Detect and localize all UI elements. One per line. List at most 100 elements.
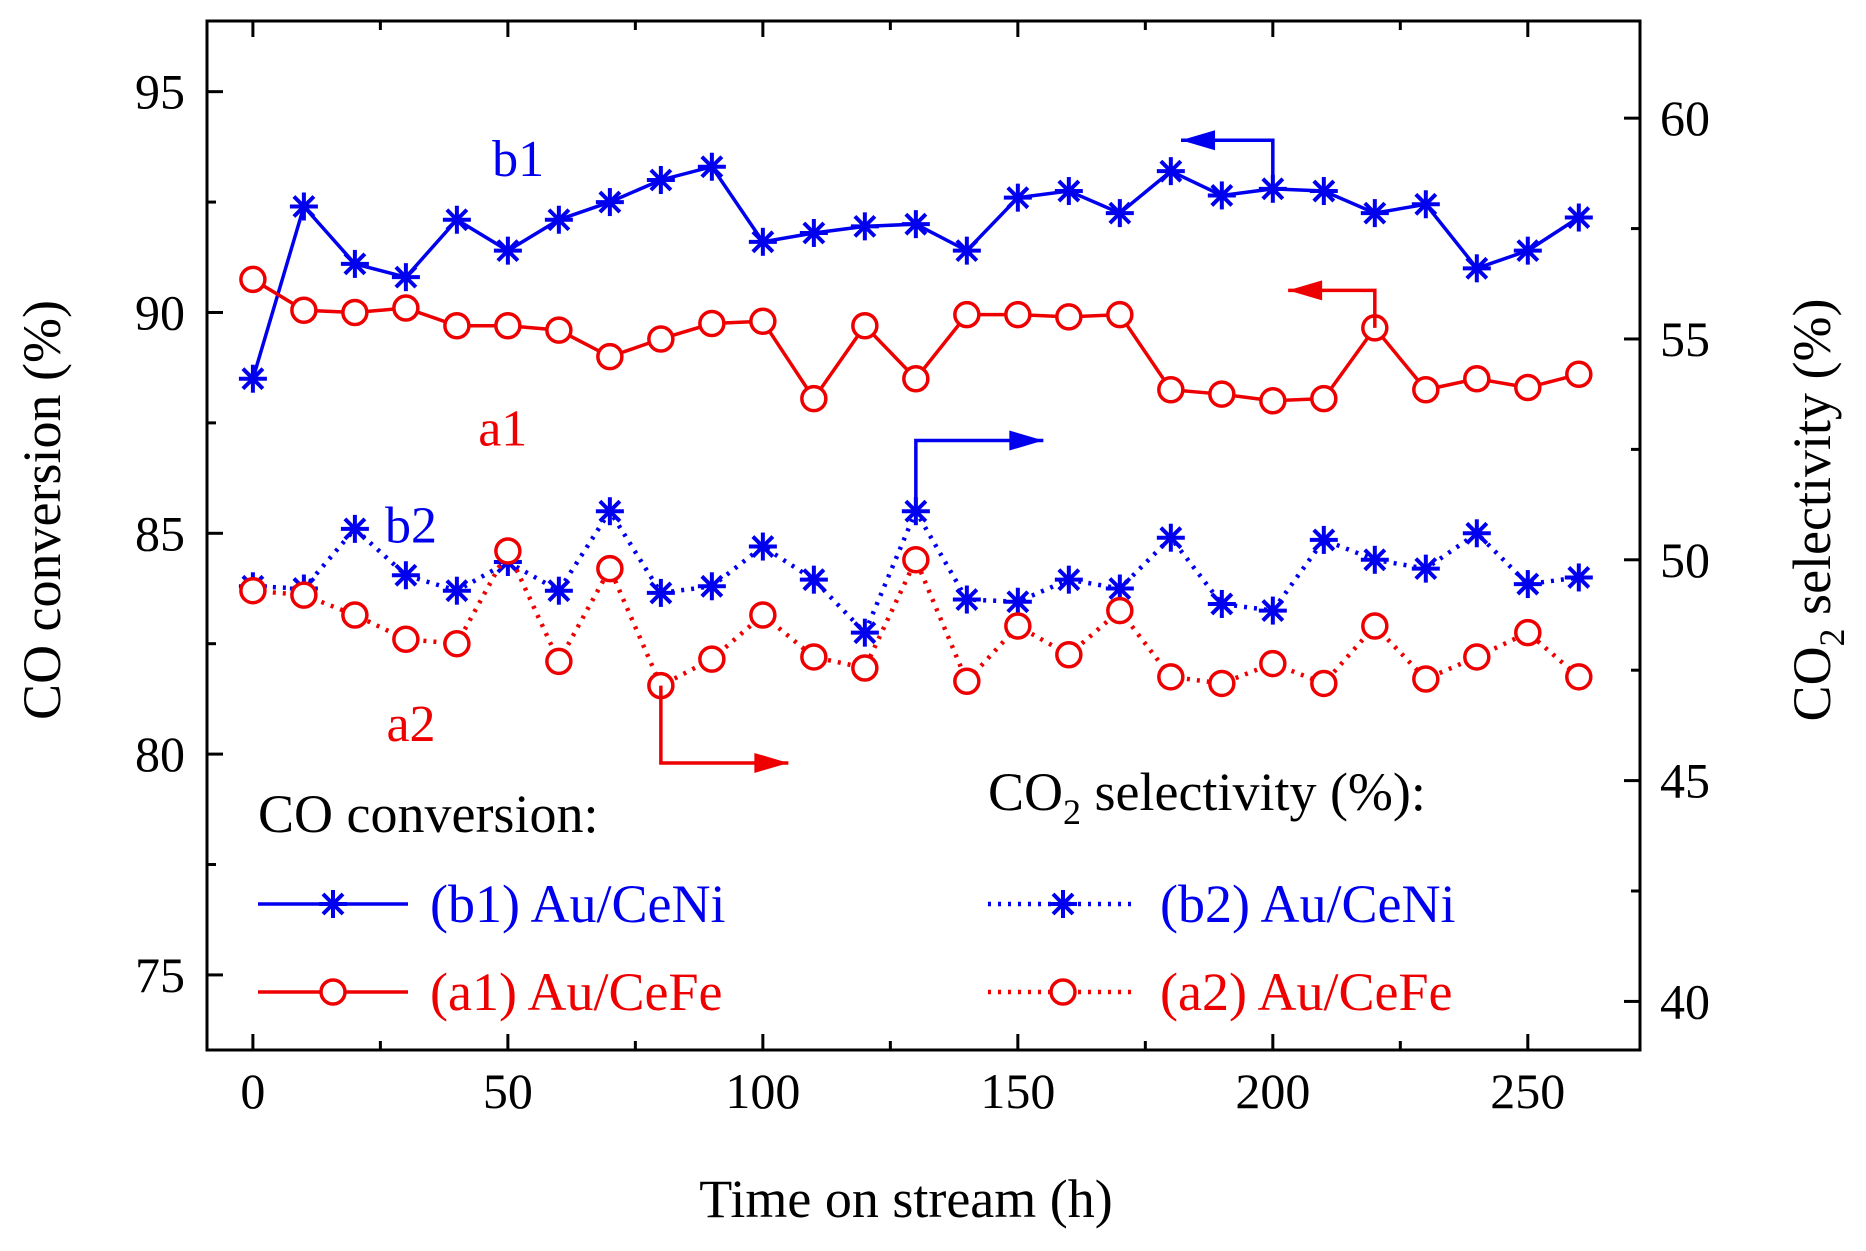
data-point-a2 <box>596 554 624 583</box>
data-point-b1 <box>1462 254 1491 283</box>
data-point-b1 <box>238 364 267 393</box>
data-point-b1 <box>442 205 471 234</box>
data-point-b2 <box>952 585 981 614</box>
data-point-a1 <box>1208 380 1236 408</box>
right-y-axis-title-prefix: CO <box>1782 646 1842 721</box>
data-point-b2-stroke <box>1312 528 1336 552</box>
data-point-b1-stroke <box>1006 186 1030 210</box>
data-point-b2 <box>1360 545 1389 574</box>
data-point-a1 <box>851 311 879 340</box>
data-point-b2-stroke <box>1006 590 1030 614</box>
data-point-b2 <box>646 578 675 607</box>
x-tick-label: 250 <box>1490 1063 1565 1119</box>
data-point-a2 <box>239 576 267 605</box>
data-point-b2-stroke <box>1567 566 1591 589</box>
right-y-tick-label: 45 <box>1660 753 1710 809</box>
data-point-b2 <box>799 565 828 594</box>
data-point-a2 <box>494 537 522 565</box>
series-annotation-b1: b1 <box>492 131 544 188</box>
axis-arrow-b2 <box>914 430 1044 512</box>
data-point-b2-stroke <box>1108 577 1132 600</box>
series-annotation-b2: b2 <box>385 497 437 554</box>
data-point-a2 <box>1310 669 1338 698</box>
series-annotation-a1: a1 <box>478 400 527 457</box>
data-point-b2 <box>442 576 471 605</box>
left-y-tick-label: 95 <box>135 64 185 120</box>
data-point-b2 <box>1564 563 1593 592</box>
data-point-b1-stroke <box>1465 256 1489 280</box>
data-point-b1 <box>901 210 930 239</box>
data-point-b1-stroke <box>241 367 265 391</box>
data-point-a2 <box>290 581 318 609</box>
data-point-a2 <box>1412 665 1440 693</box>
data-point-a2 <box>545 647 573 676</box>
data-point-a2 <box>392 625 420 654</box>
x-tick-label: 150 <box>980 1063 1055 1119</box>
data-point-b1-stroke <box>904 212 928 236</box>
data-point-b2-stroke <box>1159 526 1183 550</box>
series-line-b1 <box>251 164 1580 380</box>
data-point-b1-stroke <box>1312 179 1336 203</box>
data-point-a1 <box>596 342 624 371</box>
data-point-a1 <box>1463 364 1491 393</box>
data-point-b2-stroke <box>1210 592 1234 616</box>
data-point-b1-stroke <box>292 195 316 218</box>
data-point-b1-stroke <box>445 208 469 232</box>
data-point-b1 <box>493 236 522 265</box>
data-point-b2 <box>1411 554 1440 583</box>
legend-label-b2: (b2) Au/CeNi <box>1160 874 1455 934</box>
series-layer <box>238 152 1593 700</box>
data-point-a1 <box>443 311 471 340</box>
legend-entry-b2: (b2) Au/CeNi <box>988 874 1455 934</box>
data-point-b2 <box>850 618 879 647</box>
series-a2 <box>239 537 1593 700</box>
left-y-tick-label: 90 <box>135 284 185 340</box>
data-point-b2-stroke <box>1465 521 1489 545</box>
data-point-a1 <box>749 307 777 336</box>
data-point-b1 <box>1207 181 1236 210</box>
data-point-a2 <box>851 654 879 682</box>
data-point-b1-stroke <box>1414 192 1438 216</box>
legend-title-selectivity-prefix: CO <box>988 762 1063 822</box>
data-point-a1 <box>698 309 726 338</box>
data-point-b2 <box>1513 570 1542 599</box>
x-tick-label: 100 <box>725 1063 800 1119</box>
axis-arrow-layer <box>659 130 1377 773</box>
axis-arrow-head <box>1288 280 1323 301</box>
x-tick-label: 50 <box>483 1063 533 1119</box>
data-point-b2 <box>391 561 420 590</box>
data-point-a2 <box>1259 649 1287 678</box>
data-point-b1-stroke <box>547 208 571 232</box>
data-point-a1 <box>953 300 981 329</box>
x-axis-tick-labels: 0 50 100 150 200 250 <box>240 1063 1565 1119</box>
legend-entry-b1: (b1) Au/CeNi <box>258 874 725 934</box>
data-point-b1-stroke <box>343 252 367 276</box>
legend-marker-b2 <box>1049 890 1077 918</box>
axis-arrow-head <box>754 752 789 773</box>
right-y-tick-label: 60 <box>1660 90 1710 146</box>
right-y-axis-title-suffix: selectivity (%) <box>1782 299 1842 629</box>
data-point-a2 <box>443 629 471 658</box>
axis-arrow-a2 <box>659 685 789 773</box>
data-point-b1 <box>748 227 777 256</box>
data-point-b2 <box>1156 523 1185 552</box>
data-point-b2-stroke <box>1516 572 1540 596</box>
left-y-axis-tick-labels: 75 80 85 90 95 <box>135 64 185 1003</box>
axis-arrow-shaft <box>1181 138 1275 194</box>
axis-arrow-a1 <box>1288 280 1377 328</box>
legend-marker-b2-stroke <box>1051 892 1075 916</box>
data-point-a1 <box>290 296 318 325</box>
right-y-axis-title: CO2 selectivity (%) <box>1782 299 1852 722</box>
data-point-b1 <box>1360 199 1389 228</box>
data-point-b2-stroke <box>751 535 775 558</box>
right-y-tick-label: 50 <box>1660 532 1710 588</box>
data-point-b1-stroke <box>496 239 520 263</box>
data-point-a1 <box>1259 387 1287 415</box>
axis-arrow-shaft <box>1288 288 1377 328</box>
data-point-a2 <box>1565 663 1593 691</box>
data-point-b1 <box>544 205 573 234</box>
legend-marker-b1 <box>319 890 347 918</box>
data-point-a1 <box>545 316 573 344</box>
data-point-b1-stroke <box>853 214 877 238</box>
